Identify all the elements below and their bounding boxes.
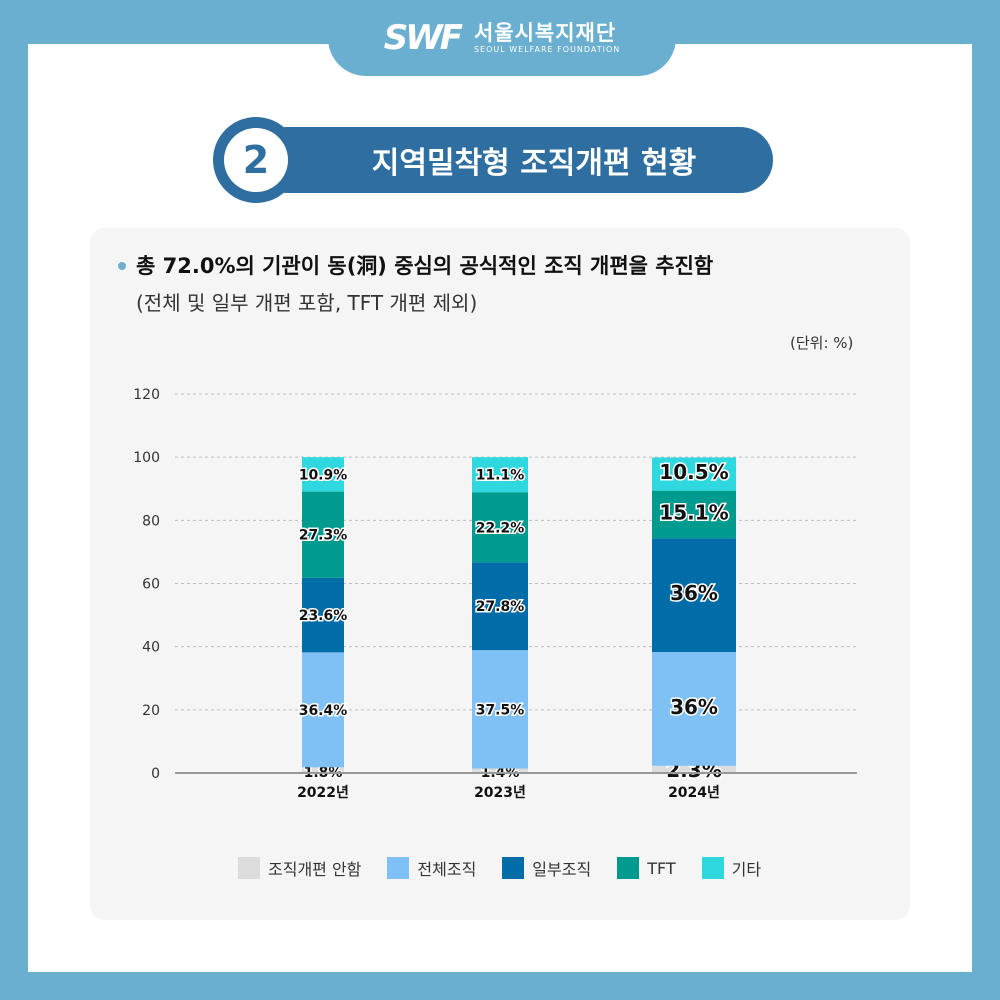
- data-label: 10.5%: [659, 460, 728, 484]
- bar-segment: [302, 491, 344, 578]
- bullet-icon: [118, 262, 126, 270]
- legend-swatch: [701, 857, 724, 879]
- data-label: 36%: [670, 695, 718, 719]
- bar-segment: [472, 650, 528, 769]
- y-tick-label: 40: [142, 640, 160, 656]
- bar-segment: [472, 562, 528, 651]
- x-tick-label: 2024년: [668, 785, 720, 801]
- bar-segment: [302, 767, 344, 773]
- legend-swatch: [502, 857, 525, 879]
- summary-subline: (전체 및 일부 개편 포함, TFT 개편 제외): [136, 291, 478, 315]
- legend-item: 일부조직: [502, 856, 591, 880]
- bar-segment: [472, 457, 528, 493]
- bar-segment: [652, 490, 736, 539]
- y-tick-label: 100: [133, 450, 160, 466]
- legend-label: 일부조직: [532, 860, 592, 879]
- legend-swatch: [238, 857, 260, 879]
- y-tick-label: 60: [142, 577, 160, 593]
- bar-segment: [652, 765, 736, 773]
- logo-mark: SWF: [383, 18, 463, 58]
- legend-label: TFT: [647, 858, 676, 878]
- legend-label: 기타: [731, 860, 762, 879]
- org-name-en: SEOUL WELFARE FOUNDATION: [473, 45, 621, 54]
- data-label: 36.4%: [299, 703, 348, 719]
- bar-segment: [652, 457, 736, 491]
- legend-label: 조직개편 안함: [268, 860, 362, 879]
- bar-segment: [652, 652, 736, 766]
- data-label: 11.1%: [476, 468, 525, 484]
- x-tick-label: 2022년: [297, 785, 349, 801]
- data-label: 22.2%: [476, 520, 525, 536]
- data-label: 36%: [670, 581, 718, 605]
- bar-segment: [302, 457, 344, 492]
- y-tick-label: 120: [133, 387, 160, 403]
- y-tick-label: 20: [142, 703, 160, 719]
- legend-label: 전체조직: [417, 860, 477, 879]
- unit-label: (단위: %): [790, 334, 854, 352]
- section-number-badge: 2: [213, 117, 299, 203]
- bar-segment: [472, 768, 528, 773]
- bar-segment: [302, 652, 344, 768]
- chart-legend: 조직개편 안함 전체조직 일부조직 TFT 기타: [238, 856, 761, 880]
- section-title-text: 지역밀착형 조직개편 현황: [371, 146, 697, 181]
- y-tick-label: 80: [142, 513, 160, 529]
- legend-swatch: [617, 857, 640, 879]
- y-tick-label: 0: [151, 766, 160, 782]
- bar-segment: [302, 577, 344, 653]
- legend-item: 조직개편 안함: [238, 856, 361, 880]
- x-tick-label: 2023년: [474, 785, 526, 801]
- bar-segment: [652, 538, 736, 653]
- data-label: 10.9%: [299, 467, 348, 483]
- data-label: 27.8%: [476, 599, 525, 615]
- legend-item: 전체조직: [387, 856, 476, 880]
- legend-item: TFT: [617, 857, 676, 879]
- bar-segment: [472, 492, 528, 563]
- org-name: 서울시복지재단: [473, 21, 617, 45]
- data-label: 37.5%: [476, 702, 525, 718]
- data-label: 23.6%: [299, 608, 348, 624]
- legend-item: 기타: [701, 856, 762, 880]
- section-title: 지역밀착형 조직개편 현황: [255, 127, 773, 193]
- logo-header: SWF 서울시복지재단 SEOUL WELFARE FOUNDATION: [328, 0, 676, 76]
- legend-swatch: [387, 857, 410, 879]
- data-label: 27.3%: [299, 528, 348, 544]
- logo-text: 서울시복지재단 SEOUL WELFARE FOUNDATION: [474, 21, 620, 55]
- summary-headline: 총 72.0%의 기관이 동(洞) 중심의 공식적인 조직 개편을 추진함: [136, 254, 714, 278]
- section-number: 2: [224, 128, 288, 192]
- data-label: 15.1%: [659, 500, 728, 524]
